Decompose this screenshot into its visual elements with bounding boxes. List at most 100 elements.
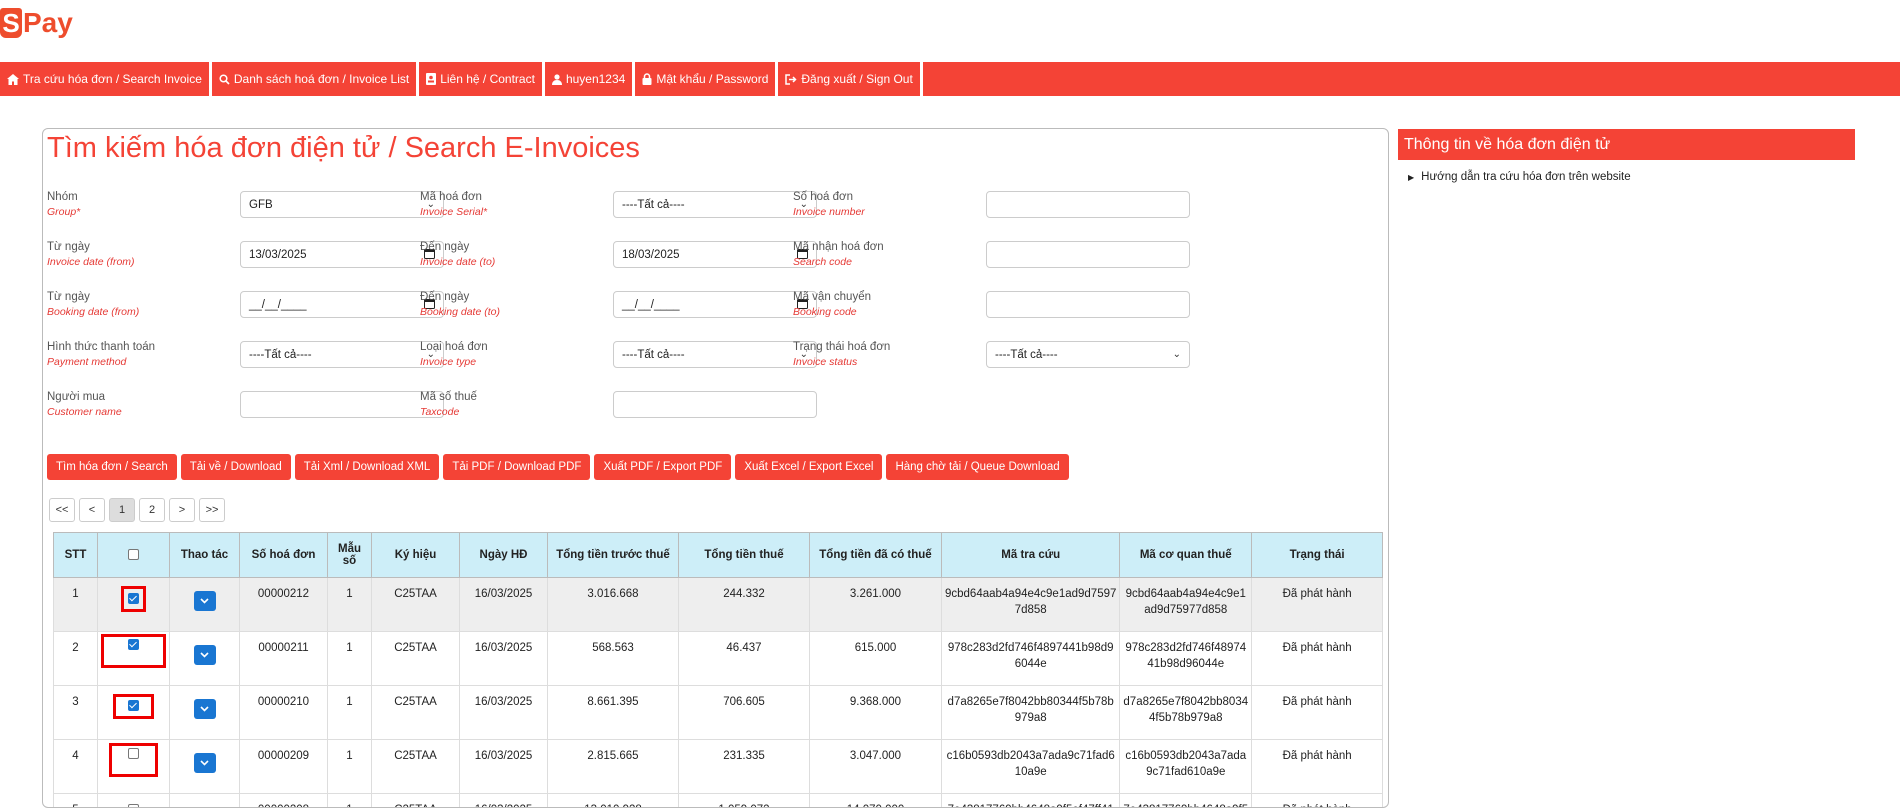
cell-invoice-number: 00000210 xyxy=(240,686,328,740)
col-symbol: Ký hiệu xyxy=(372,533,460,578)
cell-total: 3.261.000 xyxy=(810,578,942,632)
search-code-input[interactable] xyxy=(986,241,1190,268)
cell-lookup-code: d7a8265e7f8042bb80344f5b78b 979a8 xyxy=(942,686,1120,740)
row-checkbox[interactable] xyxy=(128,593,139,604)
cell-tax-authority-code: c16b0593db2043a7ada 9c71fad610a9e xyxy=(1120,740,1252,794)
cell-lookup-code: 7e43817769bb4648a9f5ef47ff41 xyxy=(942,794,1120,808)
nav-search-invoice[interactable]: Tra cứu hóa đơn / Search Invoice xyxy=(0,62,212,96)
export-pdf-button[interactable]: Xuất PDF / Export PDF xyxy=(594,454,731,480)
nav-sign-out[interactable]: Đăng xuất / Sign Out xyxy=(778,62,922,96)
download-xml-button[interactable]: Tải Xml / Download XML xyxy=(295,454,440,480)
invoice-date-from-input[interactable]: 13/03/2025 xyxy=(240,241,444,268)
cell-date: 16/03/2025 xyxy=(460,632,548,686)
booking-code-input[interactable] xyxy=(986,291,1190,318)
nav-password[interactable]: Mật khẩu / Password xyxy=(635,62,778,96)
page-next[interactable]: > xyxy=(169,498,195,522)
cell-tax-authority-code: 978c283d2fd746f48974 41b98d96044e xyxy=(1120,632,1252,686)
booking-date-to-input[interactable]: __/__/____ xyxy=(613,291,817,318)
table-row[interactable]: 3 00000210 1 C25TAA 16/03/2025 8.661.395… xyxy=(54,686,1383,740)
cell-form-number: 1 xyxy=(328,794,372,808)
cell-select xyxy=(98,632,170,686)
cell-date: 16/03/2025 xyxy=(460,794,548,808)
cell-invoice-number: 00000208 xyxy=(240,794,328,808)
cell-tax: 231.335 xyxy=(679,740,810,794)
search-button[interactable]: Tìm hóa đơn / Search xyxy=(47,454,177,480)
page-1[interactable]: 1 xyxy=(109,498,135,522)
table-row[interactable]: 2 00000211 1 C25TAA 16/03/2025 568.563 4… xyxy=(54,632,1383,686)
serial-select[interactable]: ----Tất cả----⌄ xyxy=(613,191,817,218)
cell-stt: 3 xyxy=(54,686,98,740)
col-date: Ngày HĐ xyxy=(460,533,548,578)
caret-right-icon: ▶ xyxy=(1408,173,1414,182)
chevron-down-icon xyxy=(200,755,209,771)
booking-date-from-input[interactable]: __/__/____ xyxy=(240,291,444,318)
download-pdf-button[interactable]: Tải PDF / Download PDF xyxy=(443,454,590,480)
invoice-number-input[interactable] xyxy=(986,191,1190,218)
queue-download-button[interactable]: Hàng chờ tải / Queue Download xyxy=(886,454,1068,480)
nav-user[interactable]: huyen1234 xyxy=(545,62,635,96)
invoice-status-select[interactable]: ----Tất cả----⌄ xyxy=(986,341,1190,368)
row-checkbox[interactable] xyxy=(128,700,139,711)
chevron-down-icon xyxy=(200,647,209,663)
row-checkbox[interactable] xyxy=(128,748,139,759)
cell-total: 615.000 xyxy=(810,632,942,686)
nav-label: huyen1234 xyxy=(566,72,625,86)
logo-mark: S xyxy=(0,8,22,38)
group-select[interactable]: GFB⌄ xyxy=(240,191,444,218)
top-navbar: Tra cứu hóa đơn / Search Invoice Danh sá… xyxy=(0,62,1900,96)
invoice-type-select[interactable]: ----Tất cả----⌄ xyxy=(613,341,817,368)
cell-status: Đã phát hành xyxy=(1252,686,1383,740)
search-icon xyxy=(219,74,230,85)
row-checkbox[interactable] xyxy=(128,804,139,808)
cell-status: Đã phát hành xyxy=(1252,578,1383,632)
cell-pretax: 568.563 xyxy=(548,632,679,686)
guide-link[interactable]: ▶ Hướng dẫn tra cứu hóa đơn trên website xyxy=(1408,171,1855,183)
table-row[interactable]: 1 00000212 1 C25TAA 16/03/2025 3.016.668… xyxy=(54,578,1383,632)
payment-method-select[interactable]: ----Tất cả----⌄ xyxy=(240,341,444,368)
page-last[interactable]: >> xyxy=(199,498,225,522)
cell-invoice-number: 00000211 xyxy=(240,632,328,686)
row-action-button[interactable] xyxy=(194,591,216,611)
cell-symbol: C25TAA xyxy=(372,740,460,794)
info-sidebar: Thông tin về hóa đơn điện tử ▶ Hướng dẫn… xyxy=(1398,129,1855,183)
cell-status: Đã phát hành xyxy=(1252,632,1383,686)
row-action-button[interactable] xyxy=(194,645,216,665)
col-pretax: Tổng tiền trước thuế xyxy=(548,533,679,578)
page-first[interactable]: << xyxy=(49,498,75,522)
customer-name-input[interactable] xyxy=(240,391,444,418)
nav-contract[interactable]: Liên hệ / Contract xyxy=(419,62,545,96)
cell-stt: 2 xyxy=(54,632,98,686)
cell-symbol: C25TAA xyxy=(372,632,460,686)
table-row[interactable]: 4 00000209 1 C25TAA 16/03/2025 2.815.665… xyxy=(54,740,1383,794)
cell-action xyxy=(170,686,240,740)
page-2[interactable]: 2 xyxy=(139,498,165,522)
export-excel-button[interactable]: Xuất Excel / Export Excel xyxy=(735,454,882,480)
cell-lookup-code: c16b0593db2043a7ada9c71fad6 10a9e xyxy=(942,740,1120,794)
cell-tax: 244.332 xyxy=(679,578,810,632)
download-button[interactable]: Tải về / Download xyxy=(181,454,291,480)
page-prev[interactable]: < xyxy=(79,498,105,522)
cell-lookup-code: 9cbd64aab4a94e4c9e1ad9d7597 7d858 xyxy=(942,578,1120,632)
chevron-down-icon: ⌄ xyxy=(1173,349,1181,360)
nav-invoice-list[interactable]: Danh sách hoá đơn / Invoice List xyxy=(212,62,419,96)
nav-label: Tra cứu hóa đơn / Search Invoice xyxy=(23,72,202,86)
cell-action xyxy=(170,740,240,794)
row-action-button[interactable] xyxy=(194,753,216,773)
row-checkbox[interactable] xyxy=(128,639,139,650)
select-all-checkbox[interactable] xyxy=(128,549,139,560)
spay-logo: S Pay xyxy=(0,6,73,40)
col-invoice-number: Số hoá đơn xyxy=(240,533,328,578)
cell-pretax: 3.016.668 xyxy=(548,578,679,632)
invoice-date-to-input[interactable]: 18/03/2025 xyxy=(613,241,817,268)
nav-label: Mật khẩu / Password xyxy=(656,72,768,86)
table-row[interactable]: 5 00000208 1 C25TAA 16/03/2025 13.010.92… xyxy=(54,794,1383,808)
row-action-button[interactable] xyxy=(194,699,216,719)
chevron-down-icon xyxy=(200,593,209,609)
taxcode-input[interactable] xyxy=(613,391,817,418)
